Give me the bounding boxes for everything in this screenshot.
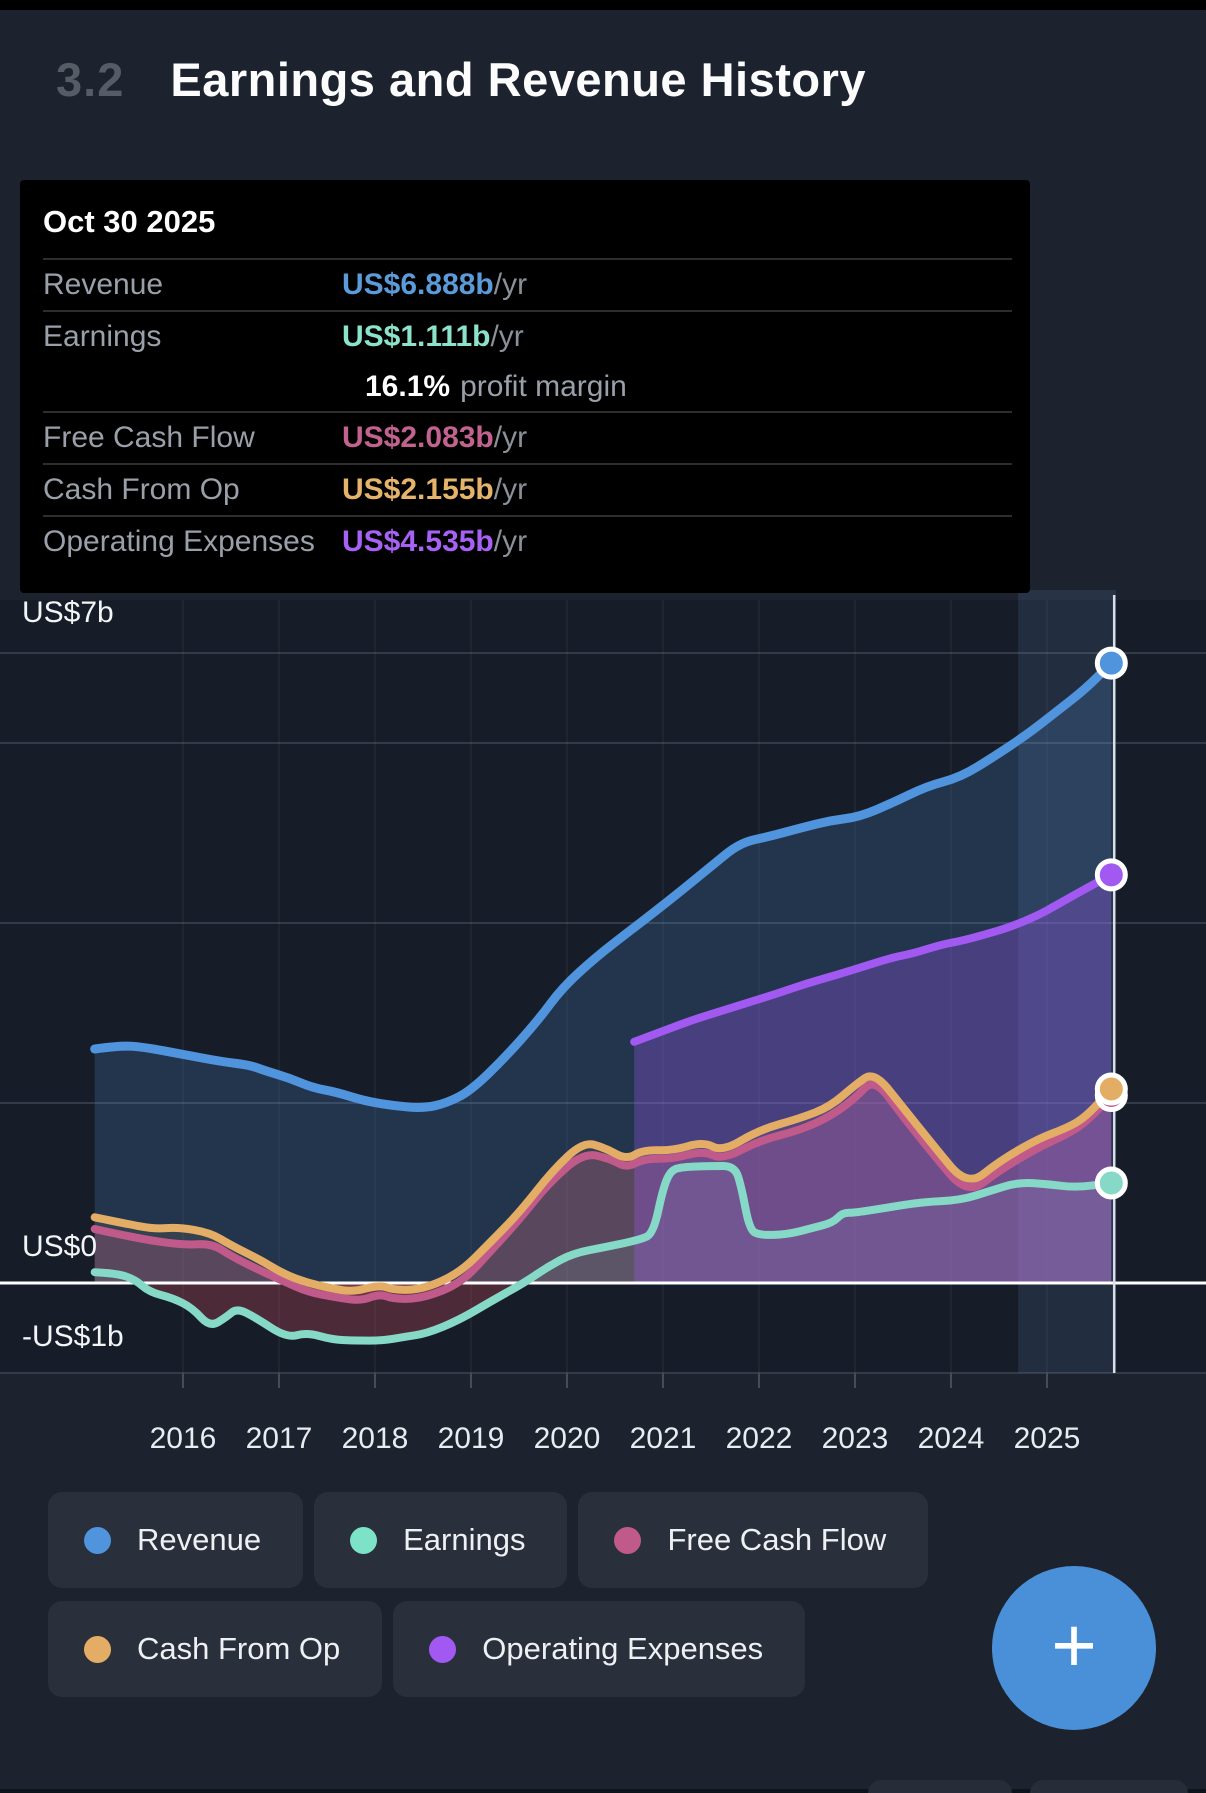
x-axis-label-2016: 2016	[149, 1422, 217, 1455]
legend-chip-operating-expenses[interactable]: Operating Expenses	[393, 1601, 806, 1697]
tooltip-row-profit-margin: 16.1% profit margin	[365, 369, 627, 403]
earnings-dot-icon	[350, 1526, 378, 1554]
bottom-cutoff-button-2[interactable]	[1030, 1780, 1188, 1793]
tooltip-row-free-cash-flow: Free Cash Flow US$2.083b /yr	[43, 421, 528, 454]
revenue-value: US$6.888b	[342, 268, 494, 301]
tooltip-date: Oct 30 2025	[43, 204, 216, 239]
top-edge-strip	[0, 0, 1206, 10]
operating-expenses-value: US$4.535b	[342, 525, 494, 558]
recent-period-band	[1018, 590, 1117, 1373]
cash-from-op-dot-icon	[84, 1635, 111, 1663]
earnings-line	[90, 1162, 1116, 1345]
x-axis-label-2023: 2023	[821, 1422, 889, 1455]
free-cash-flow-dot-icon	[614, 1526, 642, 1554]
section-header: 3.2 Earnings and Revenue History	[56, 52, 866, 107]
plus-icon: +	[1051, 1601, 1097, 1689]
earnings-value: US$1.111b	[342, 320, 491, 353]
x-axis-label-2018: 2018	[341, 1422, 409, 1455]
bottom-cutoff-button-1[interactable]	[868, 1780, 1012, 1793]
free-cash-flow-value: US$2.083b	[342, 421, 494, 454]
y-axis-label-0: US$0	[22, 1230, 98, 1263]
legend-chip-earnings[interactable]: Earnings	[314, 1492, 568, 1588]
legend-row-1: Revenue Earnings Free Cash Flow	[48, 1492, 929, 1588]
cash-from-op-endpoint-dot	[1094, 1072, 1128, 1106]
legend-chip-revenue[interactable]: Revenue	[48, 1492, 304, 1588]
tooltip-row-earnings: Earnings US$1.111b /yr	[43, 320, 524, 353]
x-axis-label-2025: 2025	[1013, 1422, 1081, 1455]
divider	[43, 463, 1012, 465]
revenue-dot-icon	[84, 1526, 111, 1554]
x-axis-label-2020: 2020	[533, 1422, 601, 1455]
revenue-endpoint-dot	[1094, 646, 1128, 680]
tooltip-row-revenue: Revenue US$6.888b /yr	[43, 268, 528, 301]
page-title: Earnings and Revenue History	[170, 53, 867, 106]
x-axis-label-2022: 2022	[725, 1422, 793, 1455]
add-button[interactable]: +	[992, 1566, 1156, 1730]
cash-from-op-value: US$2.155b	[342, 473, 494, 506]
free-cash-flow-line	[90, 1080, 1116, 1304]
x-axis-label-2019: 2019	[437, 1422, 505, 1455]
divider	[43, 515, 1012, 517]
legend-chip-free-cash-flow[interactable]: Free Cash Flow	[578, 1492, 929, 1588]
revenue-line	[90, 658, 1116, 1112]
operating-expenses-endpoint-dot	[1094, 858, 1128, 892]
tooltip-row-cash-from-op: Cash From Op US$2.155b /yr	[43, 473, 528, 506]
chart-tooltip: Oct 30 2025 Revenue US$6.888b /yr Earnin…	[20, 180, 1030, 593]
x-axis-label-2021: 2021	[629, 1422, 697, 1455]
cash-from-op-line	[90, 1072, 1116, 1295]
free-cash-flow-area	[94, 1084, 1112, 1300]
y-axis-label-neg-1b: -US$1b	[22, 1320, 124, 1353]
divider	[43, 258, 1012, 260]
earnings-endpoint-dot	[1094, 1166, 1128, 1200]
bottom-edge-strip	[0, 1789, 1206, 1793]
x-axis-label-2017: 2017	[245, 1422, 313, 1455]
divider	[43, 411, 1012, 413]
legend-row-2: Cash From Op Operating Expenses	[48, 1601, 806, 1697]
section-number: 3.2	[56, 53, 125, 106]
operating-expenses-line	[630, 870, 1116, 1046]
y-axis-label-7b: US$7b	[22, 596, 114, 629]
x-axis: 2016 2017 2018 2019 2020 2021 2022 2023 2024 2025	[0, 1422, 1206, 1462]
cash-from-op-area	[94, 1076, 1112, 1291]
earnings-revenue-chart[interactable]	[0, 580, 1206, 1400]
profit-margin-value: 16.1%	[365, 369, 451, 403]
legend-chip-cash-from-op[interactable]: Cash From Op	[48, 1601, 383, 1697]
tooltip-row-operating-expenses: Operating Expenses US$4.535b /yr	[43, 525, 528, 558]
operating-expenses-dot-icon	[429, 1635, 457, 1663]
divider	[43, 310, 1012, 312]
x-axis-label-2024: 2024	[917, 1422, 985, 1455]
earnings-positive-area	[94, 1166, 1112, 1283]
